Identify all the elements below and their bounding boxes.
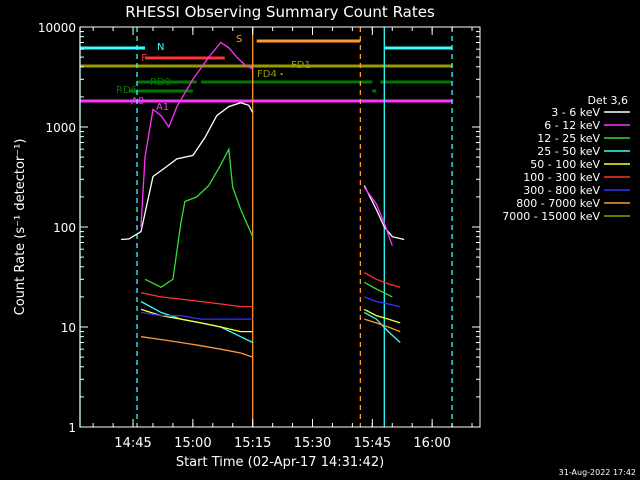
series-line-12-25-kev bbox=[144, 146, 254, 288]
x-tick-label: 15:15 bbox=[234, 436, 271, 451]
series-layer bbox=[121, 41, 405, 358]
x-tick-label: 15:30 bbox=[294, 436, 331, 451]
legend-label: 25 - 50 keV bbox=[537, 145, 600, 158]
x-axis-label: Start Time (02-Apr-17 14:31:42) bbox=[176, 455, 384, 470]
flag-label-a1: A1 bbox=[156, 102, 169, 113]
series-line-100-300-kev bbox=[140, 292, 253, 308]
series-line-100-300-kev bbox=[363, 272, 401, 288]
legend-label: 3 - 6 keV bbox=[551, 106, 600, 119]
legend-label: 12 - 25 keV bbox=[537, 132, 600, 145]
flag-bars: NSFFD1FD4RD0RD6A0A1 bbox=[80, 34, 453, 113]
flag-label-s: S bbox=[236, 34, 242, 45]
x-tick-label: 16:00 bbox=[413, 436, 450, 451]
legend-label: 100 - 300 keV bbox=[523, 171, 600, 184]
flag-label-fd4: FD4 bbox=[257, 69, 277, 80]
flag-label-fd1: FD1 bbox=[291, 60, 311, 71]
flag-label-rd6: RD6 bbox=[116, 85, 137, 96]
flag-label-rd0: RD0 bbox=[150, 77, 171, 88]
series-line-12-25-kev bbox=[363, 281, 393, 298]
legend-label: 300 - 800 keV bbox=[523, 184, 600, 197]
legend-title: Det 3,6 bbox=[587, 94, 628, 107]
series-line-3-6-kev bbox=[121, 102, 254, 241]
series-line-800-7000-kev bbox=[364, 318, 401, 333]
y-tick-label: 1 bbox=[68, 421, 76, 435]
series-line-6-12-kev bbox=[140, 41, 254, 228]
flag-label-f: F bbox=[141, 53, 147, 64]
x-tick-label: 15:00 bbox=[174, 436, 211, 451]
flag-label-n: N bbox=[157, 42, 164, 53]
series-line-50-100-kev bbox=[364, 308, 401, 324]
x-tick-label: 15:45 bbox=[354, 436, 391, 451]
y-axis-label: Count Rate (s⁻¹ detector⁻¹) bbox=[13, 139, 28, 316]
y-tick-label: 1000 bbox=[45, 121, 76, 135]
y-tick-label: 10000 bbox=[38, 21, 76, 35]
series-line-3-6-kev bbox=[363, 185, 405, 241]
series-line-300-800-kev bbox=[364, 296, 401, 308]
series-line-6-12-kev bbox=[363, 186, 393, 246]
legend-label: 6 - 12 keV bbox=[544, 119, 600, 132]
y-axis: 1 10 100 1000 10000 bbox=[38, 21, 480, 435]
x-axis: 14:45 15:00 15:15 15:30 15:45 16:00 bbox=[92, 27, 473, 451]
chart-title: RHESSI Observing Summary Count Rates bbox=[125, 3, 435, 21]
y-tick-label: 10 bbox=[61, 321, 76, 335]
x-tick-label: 14:45 bbox=[114, 436, 151, 451]
legend-label: 7000 - 15000 keV bbox=[502, 210, 600, 223]
legend-label: 800 - 7000 keV bbox=[516, 197, 600, 210]
legend-label: 50 - 100 keV bbox=[530, 158, 600, 171]
plot-frame bbox=[79, 26, 481, 428]
series-line-300-800-kev bbox=[140, 311, 253, 320]
series-line-50-100-kev bbox=[140, 308, 253, 333]
y-tick-label: 100 bbox=[53, 221, 76, 235]
footer-timestamp: 31-Aug-2022 17:42 bbox=[559, 468, 636, 477]
series-line-800-7000-kev bbox=[140, 336, 253, 358]
